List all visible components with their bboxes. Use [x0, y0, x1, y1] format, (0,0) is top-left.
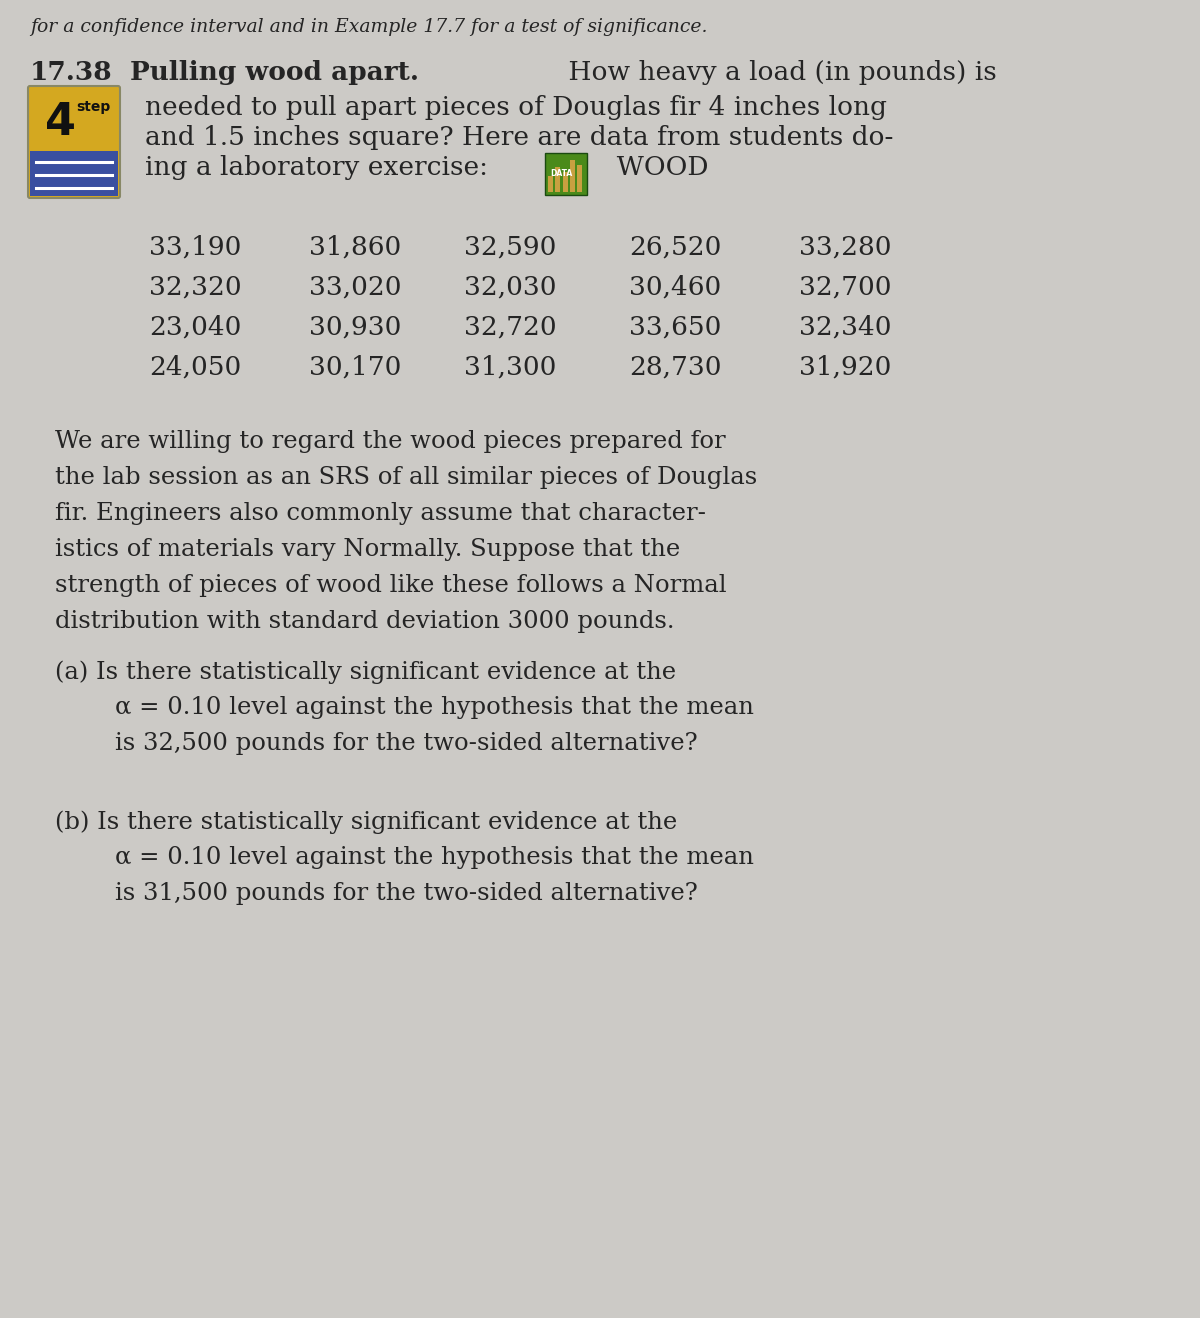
Bar — [577, 165, 582, 192]
Text: distribution with standard deviation 3000 pounds.: distribution with standard deviation 300… — [55, 610, 674, 633]
Text: 30,930: 30,930 — [308, 315, 401, 340]
Text: 31,860: 31,860 — [308, 235, 401, 260]
Text: 17.38: 17.38 — [30, 61, 113, 84]
Text: 24,050: 24,050 — [149, 355, 241, 380]
Text: 32,030: 32,030 — [463, 275, 557, 301]
Text: 26,520: 26,520 — [629, 235, 721, 260]
Text: α = 0.10 level against the hypothesis that the mean: α = 0.10 level against the hypothesis th… — [115, 696, 754, 720]
Text: and 1.5 inches square? Here are data from students do-: and 1.5 inches square? Here are data fro… — [145, 125, 893, 150]
Text: How heavy a load (in pounds) is: How heavy a load (in pounds) is — [560, 61, 997, 84]
Bar — [548, 175, 553, 192]
Text: needed to pull apart pieces of Douglas fir 4 inches long: needed to pull apart pieces of Douglas f… — [145, 95, 887, 120]
Text: (a) Is there statistically significant evidence at the: (a) Is there statistically significant e… — [55, 660, 676, 684]
Text: for a confidence interval and in Example 17.7 for a test of significance.: for a confidence interval and in Example… — [30, 18, 708, 36]
Text: 32,320: 32,320 — [149, 275, 241, 301]
Bar — [563, 173, 568, 192]
Text: 31,300: 31,300 — [464, 355, 556, 380]
Text: 4: 4 — [46, 101, 77, 144]
Text: 30,170: 30,170 — [308, 355, 401, 380]
Text: 32,590: 32,590 — [464, 235, 556, 260]
Text: 23,040: 23,040 — [149, 315, 241, 340]
Text: is 32,500 pounds for the two-sided alternative?: is 32,500 pounds for the two-sided alter… — [115, 731, 697, 755]
Bar — [556, 167, 560, 192]
Text: fir. Engineers also commonly assume that character-: fir. Engineers also commonly assume that… — [55, 502, 706, 525]
Text: (b) Is there statistically significant evidence at the: (b) Is there statistically significant e… — [55, 811, 677, 833]
Text: 32,720: 32,720 — [463, 315, 557, 340]
Text: 28,730: 28,730 — [629, 355, 721, 380]
Bar — [30, 150, 118, 196]
Text: 33,020: 33,020 — [308, 275, 401, 301]
Text: strength of pieces of wood like these follows a Normal: strength of pieces of wood like these fo… — [55, 575, 727, 597]
Text: 32,700: 32,700 — [799, 275, 892, 301]
Text: 33,650: 33,650 — [629, 315, 721, 340]
FancyBboxPatch shape — [28, 86, 120, 198]
Text: Pulling wood apart.: Pulling wood apart. — [130, 61, 419, 84]
Text: istics of materials vary Normally. Suppose that the: istics of materials vary Normally. Suppo… — [55, 538, 680, 561]
Text: is 31,500 pounds for the two-sided alternative?: is 31,500 pounds for the two-sided alter… — [115, 882, 697, 905]
Text: ing a laboratory exercise:: ing a laboratory exercise: — [145, 156, 488, 181]
Text: 33,280: 33,280 — [799, 235, 892, 260]
Text: step: step — [77, 100, 110, 115]
Text: DATA: DATA — [550, 170, 572, 178]
Text: 33,190: 33,190 — [149, 235, 241, 260]
Text: α = 0.10 level against the hypothesis that the mean: α = 0.10 level against the hypothesis th… — [115, 846, 754, 869]
Text: 30,460: 30,460 — [629, 275, 721, 301]
Text: 31,920: 31,920 — [799, 355, 892, 380]
Bar — [545, 153, 587, 195]
Text: the lab session as an SRS of all similar pieces of Douglas: the lab session as an SRS of all similar… — [55, 467, 757, 489]
Text: We are willing to regard the wood pieces prepared for: We are willing to regard the wood pieces… — [55, 430, 726, 453]
Text: 32,340: 32,340 — [799, 315, 892, 340]
Bar — [570, 159, 575, 192]
Text: WOOD: WOOD — [600, 156, 708, 181]
